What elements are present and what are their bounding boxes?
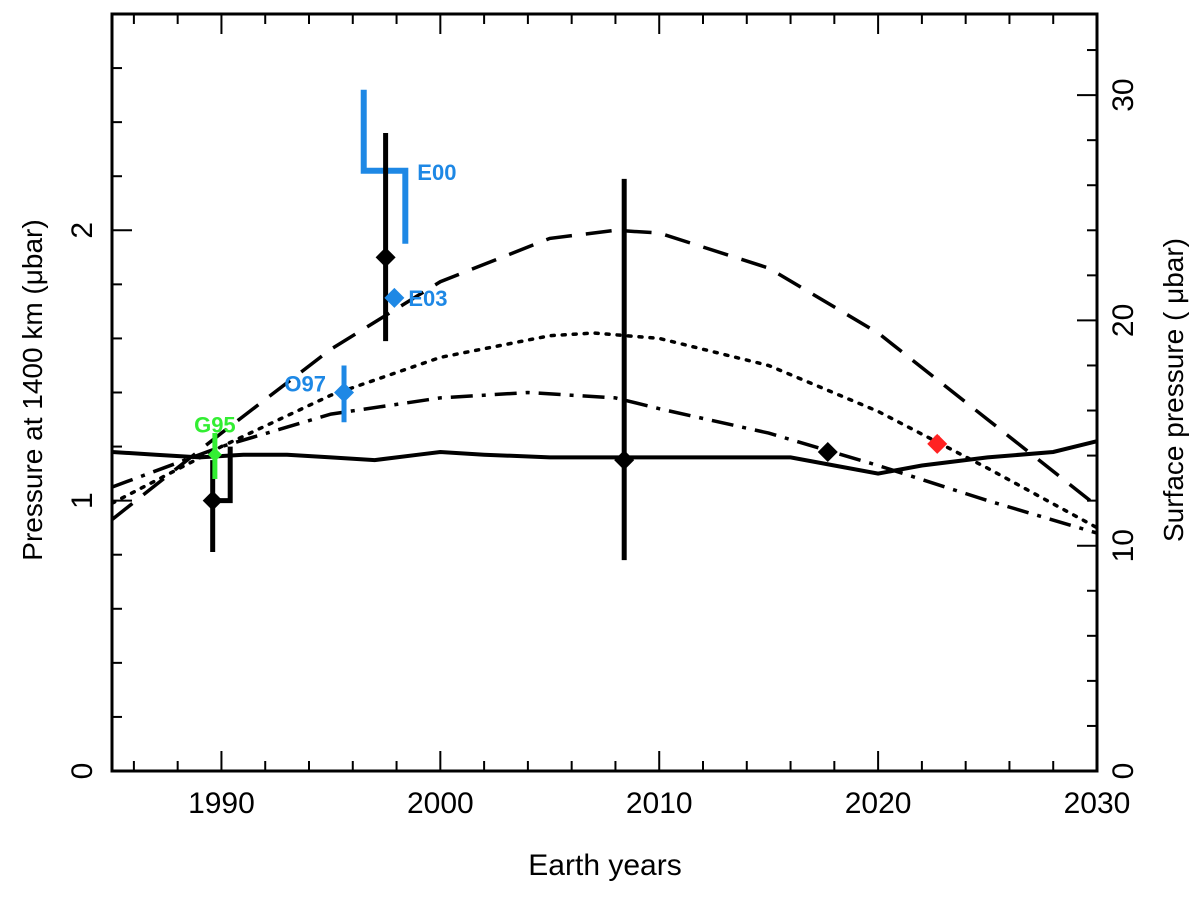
data-point-4 — [927, 433, 948, 454]
data-point-7 — [384, 287, 405, 308]
x-tick-label: 2020 — [845, 787, 912, 820]
y-right-tick-label: 20 — [1107, 304, 1140, 337]
y-right-tick-label: 10 — [1107, 529, 1140, 562]
plot-frame — [110, 12, 1099, 773]
data-point-0 — [202, 490, 223, 511]
series-line-dashed-model — [112, 228, 1097, 521]
data-point-6 — [334, 382, 355, 403]
label-e00: E00 — [417, 160, 456, 185]
y-right-tick-label: 0 — [1107, 763, 1140, 780]
y-axis-right-label: Surface pressure ( μbar) — [1158, 238, 1189, 542]
axis-labels: Earth years Pressure at 1400 km (μbar) S… — [17, 219, 1189, 882]
data-point-2 — [614, 450, 635, 471]
y-left-tick-label: 1 — [66, 492, 99, 509]
series-line-solid-model — [112, 439, 1097, 476]
x-tick-label: 2010 — [626, 787, 693, 820]
series-line-dotted-model — [112, 331, 1097, 530]
data-point-1 — [375, 247, 396, 268]
measurement-points: G95 O97 E03 — [194, 132, 948, 561]
label-o97: O97 — [284, 372, 326, 397]
series-line-dash-dot-model — [112, 390, 1097, 535]
label-e03: E03 — [408, 286, 447, 311]
x-tick-label: 1990 — [188, 787, 255, 820]
y-left-tick-label: 0 — [66, 763, 99, 780]
y-right-tick-label: 30 — [1107, 78, 1140, 111]
x-axis-label: Earth years — [528, 849, 681, 882]
axes-frame — [110, 12, 1099, 773]
data-point-5 — [207, 447, 222, 462]
y-left-tick-label: 2 — [66, 222, 99, 239]
x-tick-label: 2000 — [407, 787, 474, 820]
model-curves — [112, 228, 1097, 535]
x-tick-label: 2030 — [1064, 787, 1131, 820]
label-g95: G95 — [194, 413, 236, 438]
data-point-3 — [817, 441, 838, 462]
y-axis-left-label: Pressure at 1400 km (μbar) — [17, 219, 48, 560]
